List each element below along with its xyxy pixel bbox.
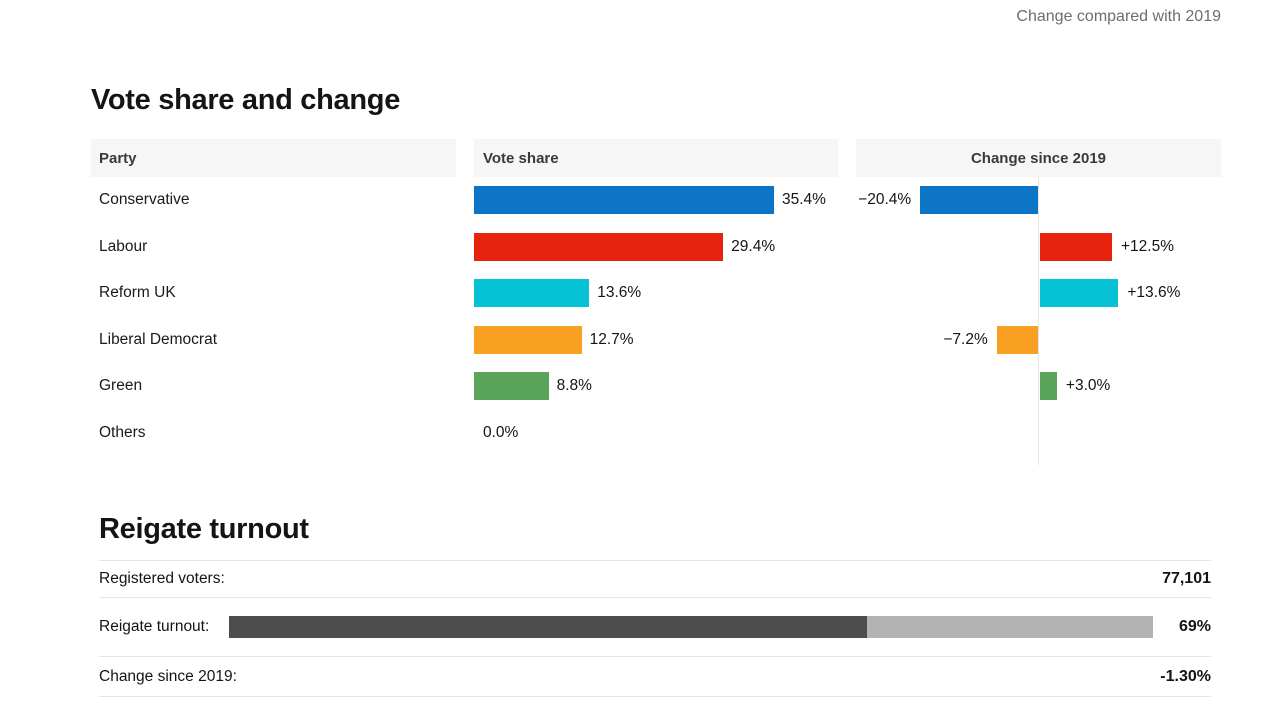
turnout-change-row: Change since 2019: -1.30% bbox=[99, 656, 1211, 697]
change-bar bbox=[920, 186, 1039, 214]
vote-share-table: Party Vote share Change since 2019 Conse… bbox=[91, 139, 1221, 465]
change-bar bbox=[1039, 232, 1112, 261]
col-header-party: Party bbox=[91, 139, 456, 177]
change-bar bbox=[1039, 372, 1057, 400]
turnout-bar-row: Reigate turnout: 69% bbox=[99, 597, 1211, 656]
vote-share-cell: 8.8% bbox=[474, 363, 838, 410]
change-value: −20.4% bbox=[858, 191, 912, 208]
change-value: +13.6% bbox=[1127, 284, 1181, 301]
change-note: Change compared with 2019 bbox=[1016, 8, 1221, 25]
change-cell: +3.0% bbox=[856, 363, 1221, 410]
turnout-section: Reigate turnout Registered voters: 77,10… bbox=[99, 513, 1211, 697]
table-header-row: Party Vote share Change since 2019 bbox=[91, 139, 1221, 177]
party-label: Liberal Democrat bbox=[99, 330, 218, 348]
change-bar bbox=[996, 325, 1039, 354]
vote-share-title: Vote share and change bbox=[91, 84, 401, 116]
vote-share-value: 8.8% bbox=[556, 377, 592, 395]
change-cell bbox=[856, 410, 1221, 457]
vote-share-bar bbox=[474, 186, 774, 215]
vote-share-cell: 12.7% bbox=[474, 317, 838, 364]
turnout-bar-track bbox=[229, 616, 1153, 638]
change-cell: +12.5% bbox=[856, 224, 1221, 271]
vote-share-value: 13.6% bbox=[597, 284, 642, 302]
vote-share-cell: 0.0% bbox=[474, 410, 838, 457]
change-value: +12.5% bbox=[1121, 237, 1175, 255]
col-header-change-since-2019: Change since 2019 bbox=[856, 139, 1221, 177]
registered-voters-label: Registered voters: bbox=[99, 570, 225, 587]
turnout-label: Reigate turnout: bbox=[99, 618, 210, 635]
change-cell: −20.4% bbox=[856, 177, 1221, 224]
registered-voters-row: Registered voters: 77,101 bbox=[99, 560, 1211, 597]
vote-share-cell: 29.4% bbox=[474, 224, 838, 271]
party-label: Labour bbox=[99, 237, 148, 255]
vote-share-cell: 13.6% bbox=[474, 270, 838, 317]
turnout-value: 69% bbox=[1178, 618, 1211, 635]
vote-share-value: 29.4% bbox=[731, 237, 776, 255]
party-row: Green 8.8% +3.0% bbox=[91, 363, 1221, 410]
change-cell: +13.6% bbox=[856, 270, 1221, 317]
party-label: Reform UK bbox=[99, 284, 176, 302]
change-value: +3.0% bbox=[1065, 377, 1111, 394]
party-label: Others bbox=[99, 423, 146, 441]
vote-share-value: 12.7% bbox=[589, 330, 634, 348]
vote-share-cell: 35.4% bbox=[474, 177, 838, 224]
vote-share-value: 0.0% bbox=[483, 423, 519, 441]
turnout-title: Reigate turnout bbox=[99, 513, 309, 545]
vote-share-value: 35.4% bbox=[782, 191, 826, 209]
vote-share-bar bbox=[474, 279, 590, 308]
col-header-vote-share: Vote share bbox=[474, 139, 838, 177]
party-row: Others 0.0% bbox=[91, 410, 1221, 457]
party-row: Reform UK 13.6% +13.6% bbox=[91, 270, 1221, 317]
change-bar bbox=[1039, 279, 1119, 307]
change-value: −7.2% bbox=[943, 330, 988, 348]
party-row: Liberal Democrat 12.7% −7.2% bbox=[91, 317, 1221, 364]
vote-share-bar bbox=[474, 232, 724, 261]
vote-share-bar bbox=[474, 325, 582, 354]
party-label: Conservative bbox=[99, 191, 190, 209]
party-row: Conservative 35.4% −20.4% bbox=[91, 177, 1221, 224]
change-cell: −7.2% bbox=[856, 317, 1221, 364]
registered-voters-value: 77,101 bbox=[1162, 570, 1211, 587]
party-rows: Conservative 35.4% −20.4% Labour 29.4% +12.5%… bbox=[91, 177, 1221, 465]
party-row: Labour 29.4% +12.5% bbox=[91, 224, 1221, 271]
party-label: Green bbox=[99, 377, 143, 395]
turnout-change-value: -1.30% bbox=[1160, 667, 1211, 685]
vote-share-bar bbox=[474, 372, 549, 401]
turnout-change-label: Change since 2019: bbox=[99, 667, 237, 685]
change-axis-line bbox=[1038, 177, 1039, 465]
turnout-bar-fill bbox=[229, 616, 867, 638]
